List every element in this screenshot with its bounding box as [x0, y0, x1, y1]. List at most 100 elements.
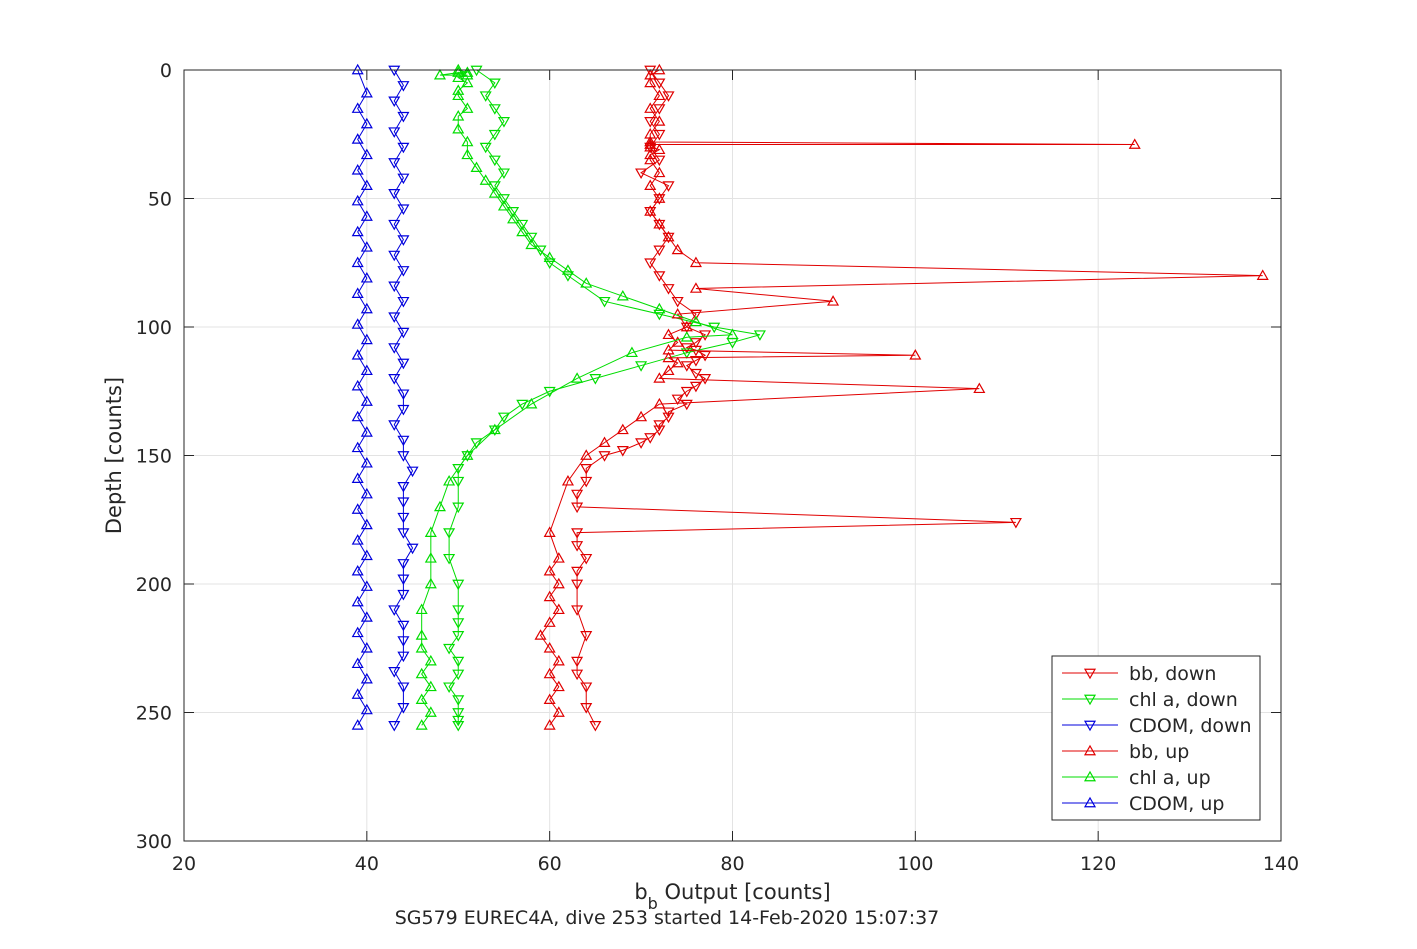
legend-label: CDOM, up [1129, 793, 1224, 815]
data-point [653, 219, 666, 231]
data-point [616, 423, 629, 435]
data-point [497, 168, 510, 180]
data-point [662, 328, 675, 340]
data-point [397, 235, 410, 246]
data-point [461, 135, 474, 147]
data-point [406, 543, 419, 555]
data-point [388, 605, 401, 616]
data-point [360, 210, 373, 221]
y-tick-label: 150 [136, 446, 172, 468]
data-point [909, 349, 922, 360]
data-point [689, 381, 702, 393]
data-point [662, 91, 675, 102]
data-point [598, 296, 611, 308]
data-point [543, 616, 556, 627]
data-point [388, 281, 401, 293]
data-point [1009, 517, 1022, 529]
data-point [543, 642, 556, 653]
data-point [534, 629, 547, 640]
data-point [653, 63, 666, 75]
data-point [525, 238, 538, 250]
data-point [689, 356, 702, 367]
data-point [616, 289, 629, 301]
data-point [461, 449, 474, 460]
data-point [360, 86, 373, 98]
series-line [357, 69, 368, 726]
data-point [388, 96, 401, 108]
data-point [351, 379, 364, 391]
data-point [452, 66, 465, 77]
data-point [397, 636, 410, 647]
data-point [534, 245, 547, 257]
data-point [497, 412, 510, 424]
data-point [543, 667, 556, 679]
data-point [351, 287, 364, 298]
x-tick-label: 100 [897, 853, 933, 875]
data-point [653, 192, 666, 203]
x-axis-label-main: b [634, 880, 647, 904]
data-point [397, 389, 410, 401]
data-point [424, 526, 437, 537]
x-axis-label-subscript: b [648, 894, 658, 913]
data-point [653, 155, 666, 167]
data-point [973, 382, 986, 394]
data-point [452, 476, 465, 488]
data-point [699, 350, 712, 362]
data-point [351, 503, 364, 514]
data-point [461, 102, 474, 113]
data-point [452, 695, 465, 706]
data-point [351, 164, 364, 175]
data-point [397, 589, 410, 601]
data-point [397, 81, 410, 92]
data-point [644, 153, 657, 165]
data-point [351, 564, 364, 576]
data-point [397, 512, 410, 524]
data-point [653, 104, 666, 115]
data-point [461, 76, 474, 88]
data-point [571, 502, 584, 514]
data-point [671, 336, 684, 347]
data-point [671, 307, 684, 319]
data-point [388, 667, 401, 678]
data-point [689, 309, 702, 321]
data-point [571, 656, 584, 668]
data-point [452, 631, 465, 642]
data-point [360, 302, 373, 314]
data-point [644, 140, 657, 152]
data-point [388, 158, 401, 169]
data-point [479, 91, 492, 102]
series-cdom-down [388, 65, 419, 732]
data-point [488, 187, 501, 198]
data-point [580, 464, 593, 475]
data-point [543, 564, 556, 576]
data-point [360, 580, 373, 591]
data-point [351, 534, 364, 545]
data-point [653, 372, 666, 383]
series-cdom-up [351, 63, 373, 730]
data-point [653, 89, 666, 101]
data-point [662, 232, 675, 244]
data-point [516, 225, 529, 237]
data-point [397, 204, 410, 215]
data-point [397, 296, 410, 308]
data-point [360, 333, 373, 345]
data-point [662, 230, 675, 242]
data-point [388, 219, 401, 231]
data-point [397, 266, 410, 277]
data-point [525, 397, 538, 409]
data-point [388, 65, 401, 77]
legend: bb, down chl a, down CDOM, down bb, up chl a… [1051, 655, 1261, 821]
data-point [699, 330, 712, 341]
data-point [580, 703, 593, 714]
data-point [488, 78, 501, 90]
data-point [653, 425, 666, 437]
y-axis-label: Depth [counts] [102, 377, 126, 534]
data-point [827, 295, 840, 306]
legend-swatch-marker [1083, 770, 1097, 782]
data-point [397, 435, 410, 447]
data-point [680, 320, 693, 332]
x-axis-label: bb Output [counts] [634, 880, 830, 913]
data-point [680, 399, 693, 411]
y-tick-label: 200 [136, 574, 172, 596]
